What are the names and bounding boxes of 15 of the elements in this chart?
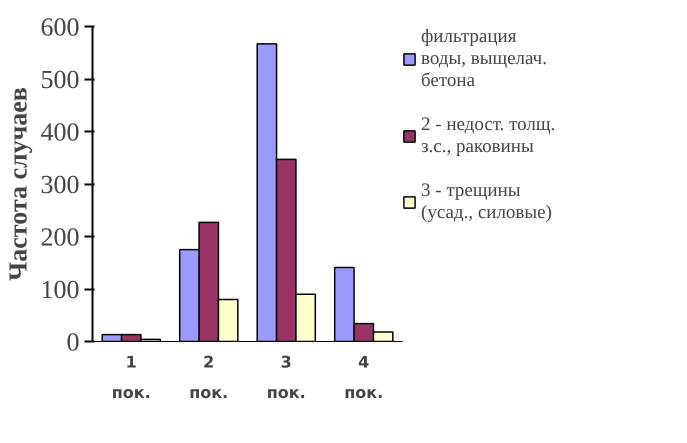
y-tick-label: 400 xyxy=(40,118,80,146)
legend-label: 2 - недост. толщ. з.с., раковины xyxy=(421,114,556,158)
y-tick-label: 100 xyxy=(40,275,80,304)
legend-label: 3 - трещины (усад., силовые) xyxy=(421,180,553,224)
y-tick-label: 500 xyxy=(40,65,80,94)
legend-label: фильтрация воды, выщелач. бетона xyxy=(421,26,548,92)
x-tick-label: 3 пок. xyxy=(266,352,306,402)
y-axis-title: Частота случаев xyxy=(4,87,32,281)
y-tick-label: 0 xyxy=(66,328,80,356)
x-tick-label: 2 пок. xyxy=(189,352,228,402)
y-tick-label: 300 xyxy=(40,170,80,199)
x-tick-label: 1 пок. xyxy=(112,352,151,402)
y-tick-label: 600 xyxy=(40,12,80,42)
y-tick-label: 200 xyxy=(40,222,80,252)
x-tick-label: 4 пок. xyxy=(344,352,384,402)
